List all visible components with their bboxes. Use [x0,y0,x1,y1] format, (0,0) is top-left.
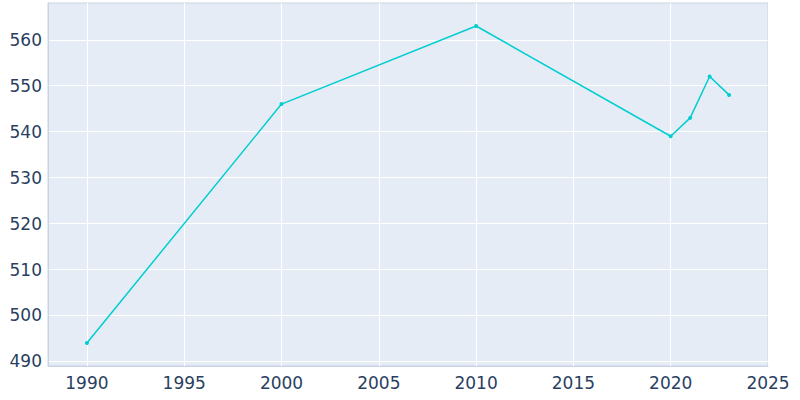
svg-text:1990: 1990 [65,373,108,393]
svg-text:2015: 2015 [552,373,595,393]
svg-text:2025: 2025 [746,373,789,393]
svg-text:1995: 1995 [163,373,206,393]
svg-text:500: 500 [10,305,42,325]
svg-text:2005: 2005 [357,373,400,393]
svg-text:2020: 2020 [649,373,692,393]
svg-text:2010: 2010 [454,373,497,393]
svg-text:510: 510 [10,260,42,280]
svg-text:2000: 2000 [260,373,303,393]
svg-text:490: 490 [10,351,42,371]
svg-text:550: 550 [10,76,42,96]
svg-text:520: 520 [10,214,42,234]
svg-text:540: 540 [10,122,42,142]
svg-text:560: 560 [10,30,42,50]
svg-text:530: 530 [10,168,42,188]
